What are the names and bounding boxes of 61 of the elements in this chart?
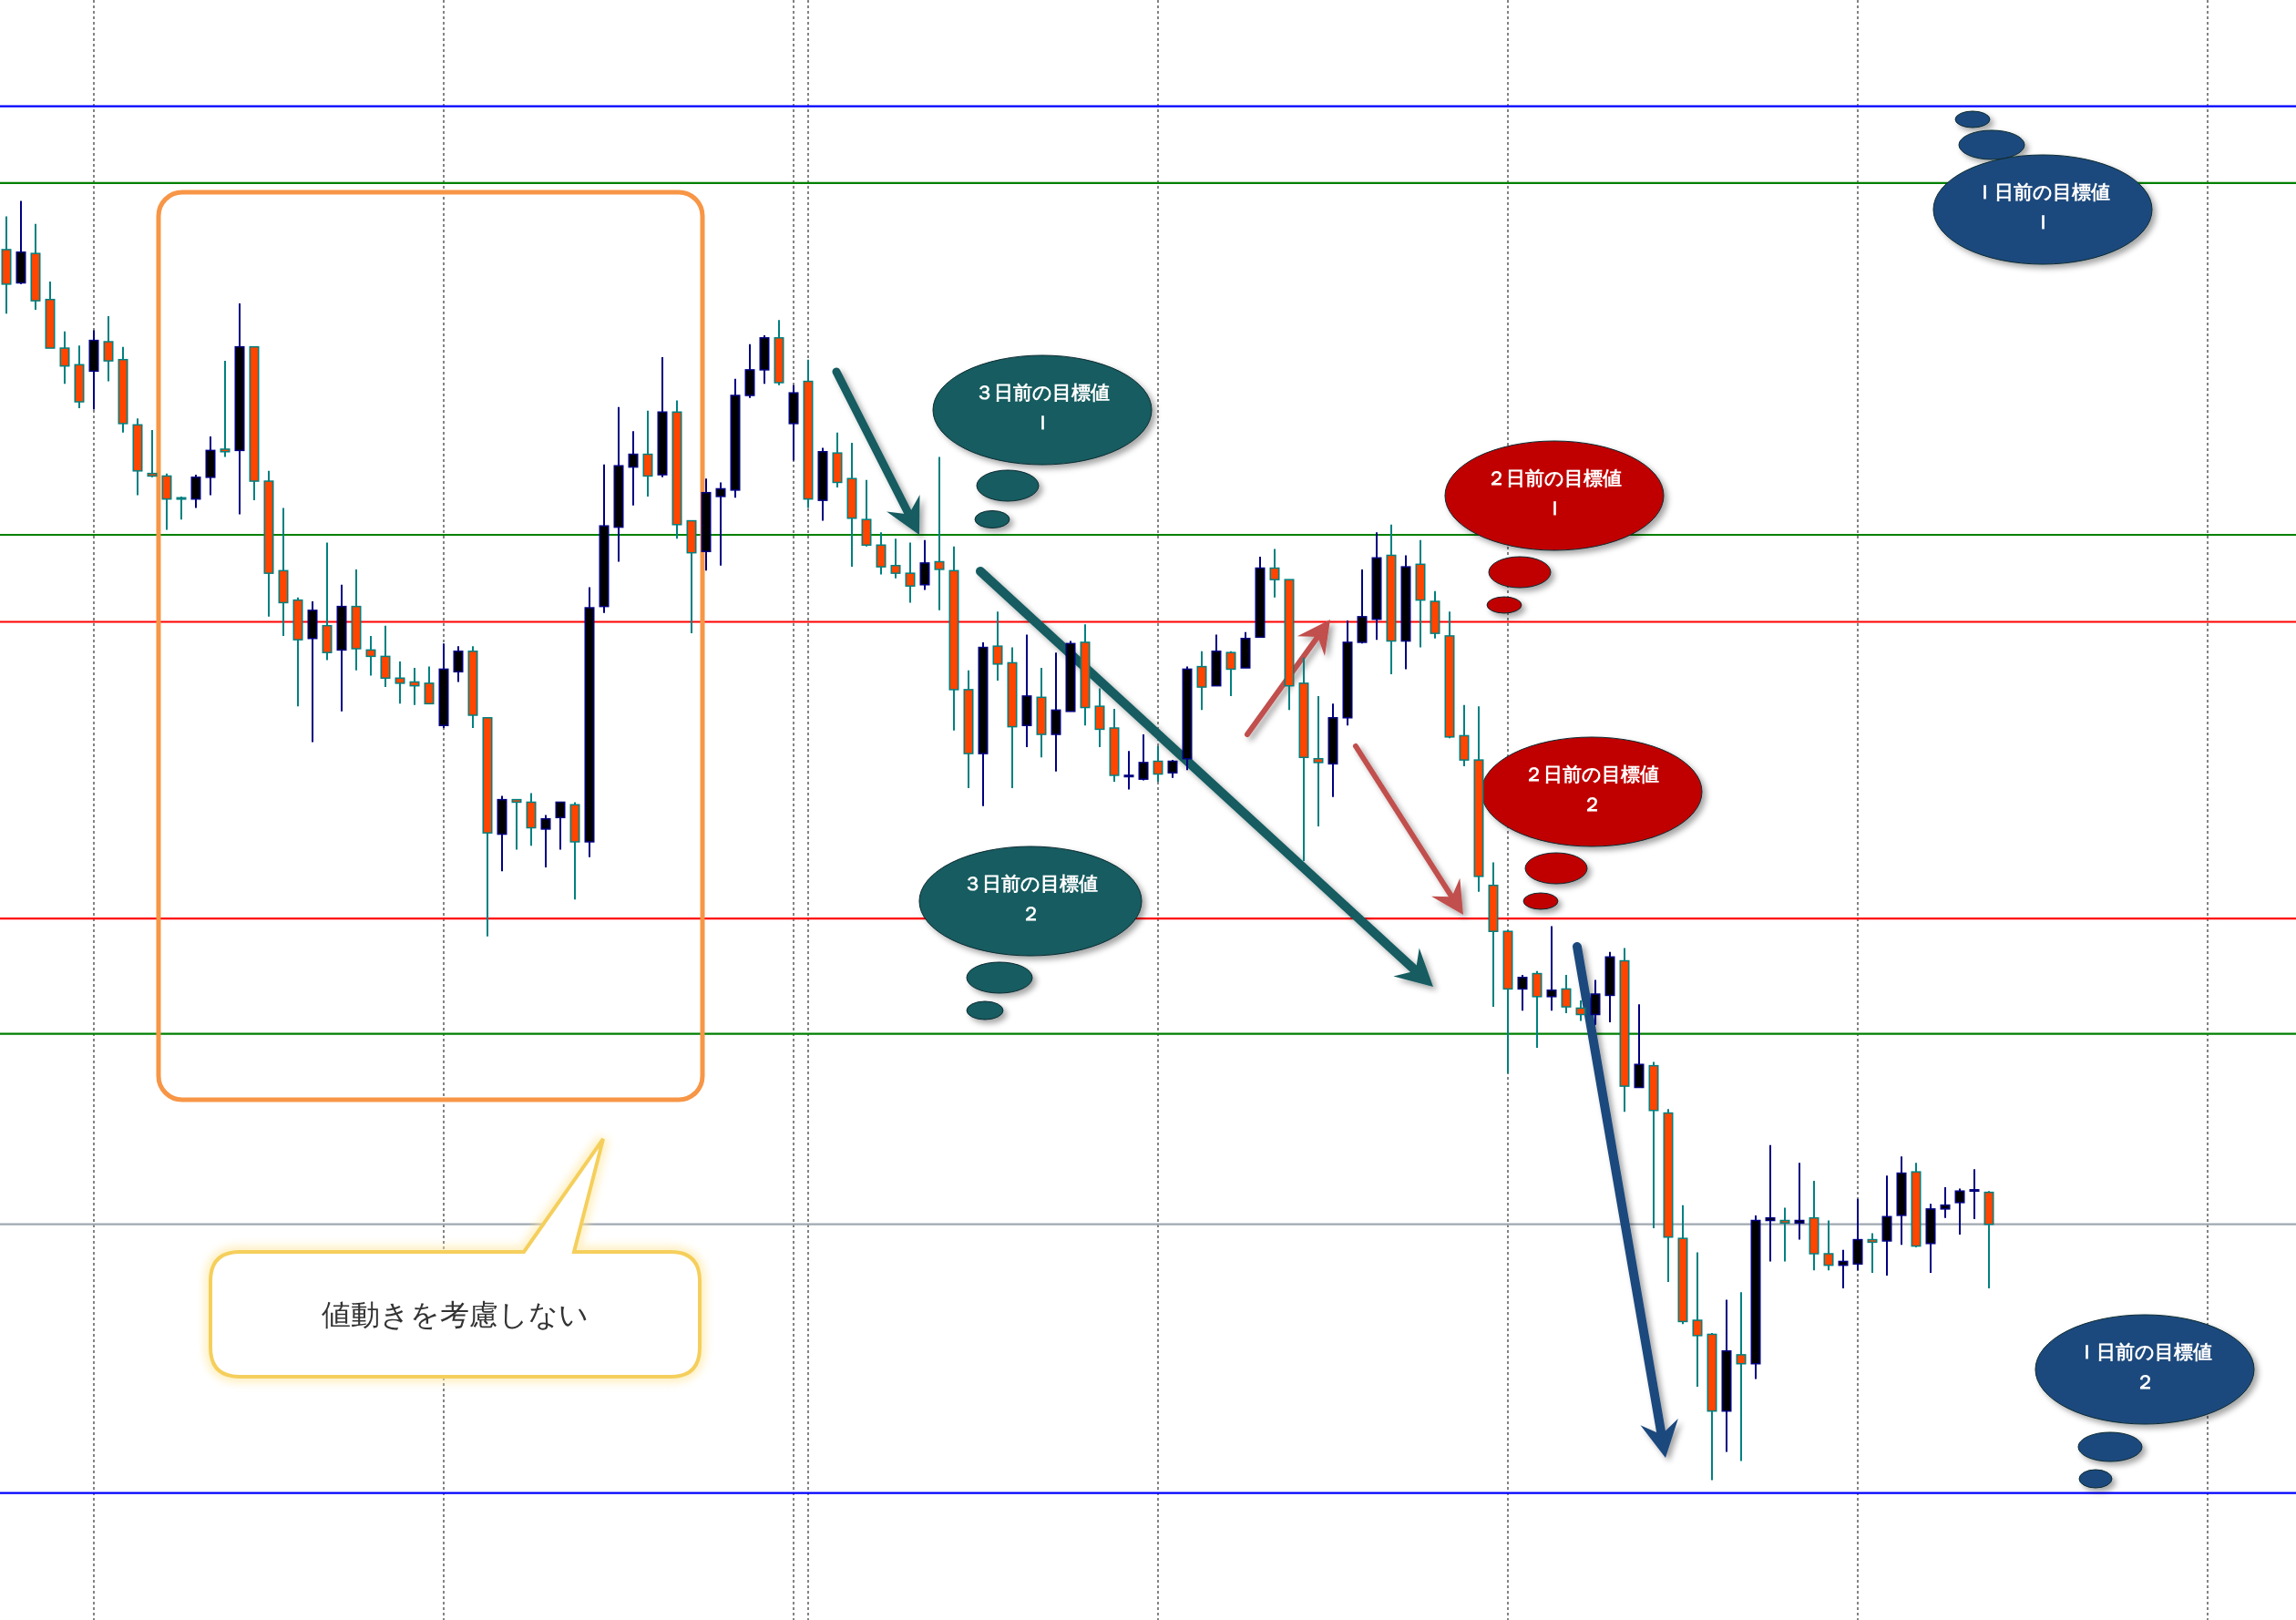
text: Ｉ日前の目標値 — [2077, 1341, 2212, 1363]
annotation: Ｉ日前の目標値 — [1975, 181, 2110, 203]
candlestick — [1736, 1291, 1747, 1462]
candlestick — [409, 667, 420, 706]
candlestick — [176, 495, 187, 521]
candlestick — [1954, 1187, 1965, 1236]
annotation: Ｉ — [1544, 497, 1564, 519]
annotation: ２日前の目標値 — [1487, 467, 1622, 489]
candlestick — [1138, 733, 1149, 782]
candlestick — [992, 610, 1003, 682]
candlestick — [905, 541, 916, 604]
candlestick — [1969, 1168, 1980, 1221]
candlestick — [1867, 1232, 1878, 1275]
candlestick — [453, 645, 464, 683]
candlestick — [220, 360, 231, 458]
candlestick — [919, 538, 930, 591]
candlestick — [934, 456, 945, 611]
candlestick — [1269, 548, 1280, 599]
candlestick — [1546, 925, 1557, 1012]
candlestick — [395, 661, 405, 705]
candlestick — [1692, 1251, 1703, 1389]
text: Ｉ — [2033, 211, 2053, 233]
candlestick — [628, 430, 639, 507]
annotation: 値動きを考慮しない — [322, 1297, 589, 1332]
candlestick — [511, 798, 522, 851]
candlestick — [190, 474, 201, 509]
annotation: Ｉ — [1032, 412, 1052, 434]
candlestick — [876, 531, 887, 576]
candlestick — [1196, 650, 1207, 712]
candlestick — [365, 634, 376, 677]
candlestick — [1561, 973, 1572, 1015]
candlestick — [715, 481, 726, 567]
candlestick — [1123, 750, 1134, 791]
candlestick — [424, 665, 435, 705]
candlestick — [642, 409, 653, 497]
annotation: ３日前の目標値 — [963, 873, 1098, 895]
candlestick — [1313, 694, 1324, 828]
text: ２ — [2135, 1371, 2155, 1393]
candlestick — [1153, 744, 1163, 783]
candlestick — [1167, 759, 1178, 779]
candlestick — [147, 428, 158, 478]
candlestick — [1590, 979, 1601, 1026]
candlestick — [59, 330, 70, 385]
annotation: ２ — [1020, 903, 1040, 925]
annotation: ３日前の目標値 — [975, 382, 1110, 404]
candlestick — [890, 538, 901, 579]
candlestick — [1823, 1219, 1834, 1272]
candlestick — [1794, 1162, 1805, 1241]
annotation: ２ — [1582, 794, 1602, 815]
candlestick — [1225, 650, 1236, 697]
candlestick — [555, 801, 566, 851]
annotation: ２日前の目標値 — [1524, 764, 1659, 785]
candlestick — [380, 624, 391, 689]
candlestick — [103, 314, 114, 383]
candlestick — [1940, 1186, 1951, 1219]
candlestick — [1838, 1248, 1849, 1289]
candlestick — [1575, 1000, 1586, 1022]
candlestick — [1779, 1206, 1790, 1263]
candlestick — [540, 814, 551, 869]
candlestick — [1517, 973, 1528, 1012]
candlestick — [1765, 1143, 1776, 1263]
